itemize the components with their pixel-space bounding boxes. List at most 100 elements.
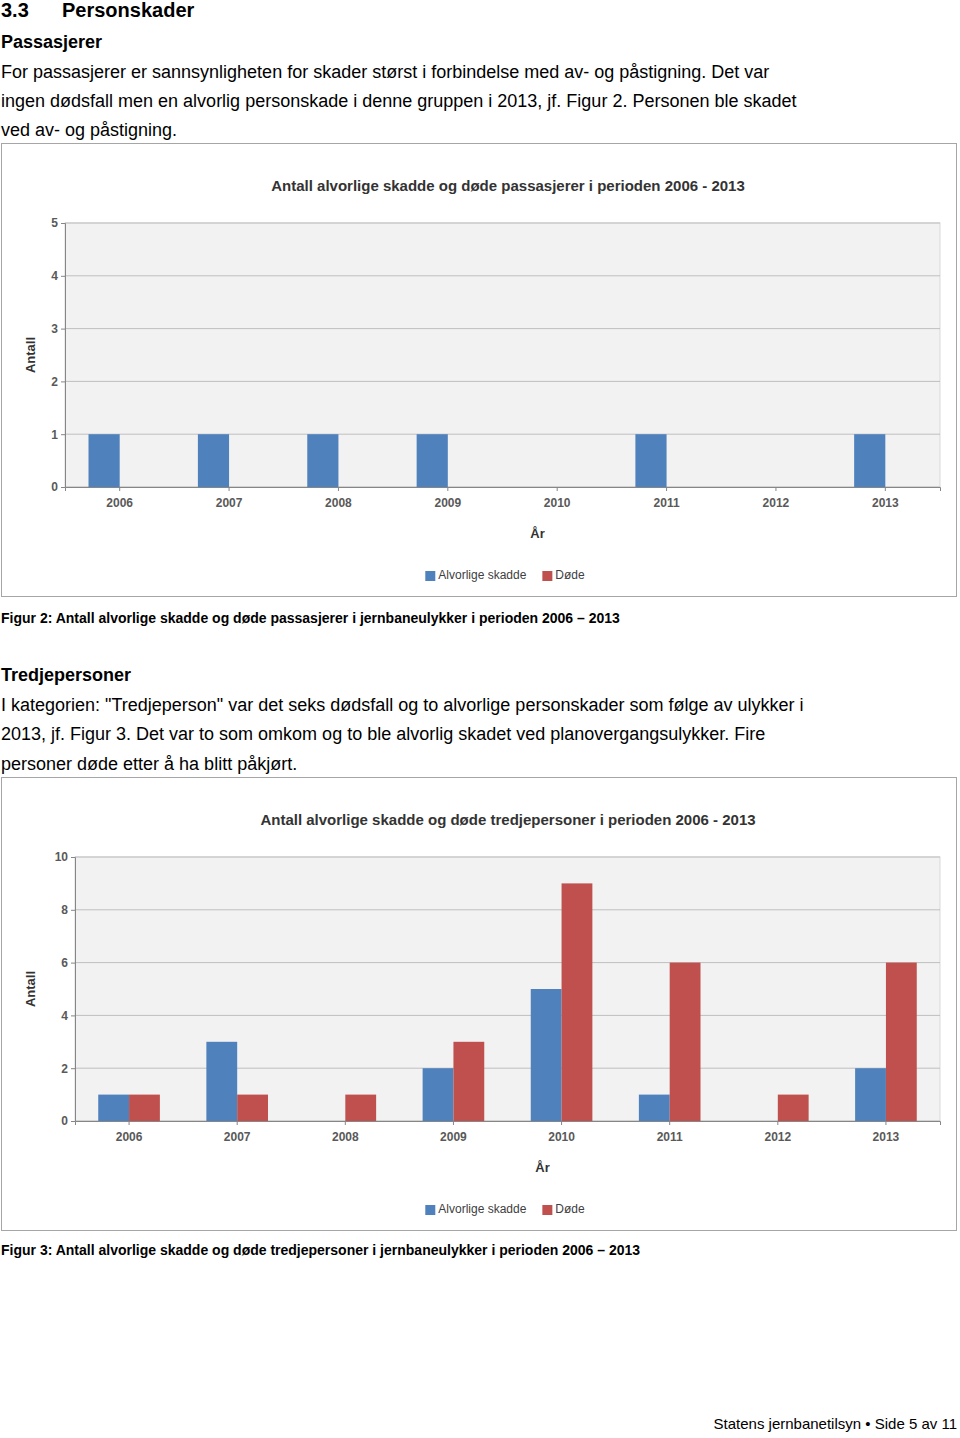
y-tick-label: 5 bbox=[51, 216, 58, 230]
x-tick-label: 2006 bbox=[106, 496, 133, 510]
y-tick: 1 bbox=[51, 428, 65, 442]
x-tick-label: 2007 bbox=[216, 496, 243, 510]
x-tick-mark bbox=[885, 1121, 886, 1125]
legend-item: Alvorlige skadde bbox=[425, 568, 526, 582]
y-tick: 5 bbox=[51, 216, 65, 230]
y-axis-title: Antall bbox=[23, 337, 38, 373]
x-tick-mark bbox=[338, 487, 339, 491]
grid-line bbox=[65, 434, 940, 435]
x-tick-mark bbox=[669, 1121, 670, 1125]
legend-label: Alvorlige skadde bbox=[438, 568, 526, 582]
x-tick: 2012 bbox=[763, 487, 790, 510]
bar bbox=[885, 487, 916, 488]
y-tick: 0 bbox=[51, 480, 65, 494]
bar bbox=[307, 434, 338, 487]
x-tick-mark bbox=[229, 487, 230, 491]
y-tick: 0 bbox=[61, 1114, 75, 1128]
x-axis-title: År bbox=[530, 526, 544, 541]
figure-caption: Figur 2: Antall alvorlige skadde og døde… bbox=[1, 610, 620, 626]
bar bbox=[855, 1068, 886, 1121]
section-title: Tredjepersoner bbox=[1, 665, 131, 685]
x-tick-label: 2009 bbox=[434, 496, 461, 510]
chart-frame bbox=[2, 144, 957, 597]
bars bbox=[98, 883, 917, 1121]
x-tick-label: 2013 bbox=[873, 1130, 900, 1144]
y-tick: 2 bbox=[61, 1062, 75, 1076]
y-tick: 6 bbox=[61, 956, 75, 970]
bar bbox=[338, 487, 369, 488]
x-tick: 2007 bbox=[216, 487, 243, 510]
paragraph-line: personer døde etter å ha blitt påkjørt. bbox=[1, 754, 297, 774]
x-tick-label: 2007 bbox=[224, 1130, 251, 1144]
x-tick: 2011 bbox=[654, 487, 680, 510]
grid-line bbox=[65, 328, 940, 329]
x-tick: 2010 bbox=[544, 487, 571, 510]
x-tick-mark bbox=[777, 1121, 778, 1125]
y-tick: 2 bbox=[51, 375, 65, 389]
x-tick-label: 2011 bbox=[657, 1130, 683, 1144]
bar bbox=[198, 434, 229, 487]
bar bbox=[120, 487, 151, 488]
y-axis-line bbox=[61, 224, 66, 488]
footer: Statens jernbanetilsyn • Side 5 av 11 bbox=[714, 1415, 957, 1432]
x-tick-mark bbox=[119, 487, 120, 491]
x-tick: 2009 bbox=[434, 487, 461, 510]
legend-item: Døde bbox=[542, 568, 585, 582]
x-tick-mark bbox=[453, 1121, 454, 1125]
x-tick: 2008 bbox=[332, 1121, 359, 1144]
x-tick-mark bbox=[345, 1121, 346, 1125]
bar bbox=[854, 434, 885, 487]
grid-line bbox=[65, 223, 940, 224]
y-tick-label: 0 bbox=[51, 480, 58, 494]
grid-line bbox=[75, 909, 940, 910]
bar bbox=[639, 1095, 670, 1121]
x-tick: 2013 bbox=[873, 1121, 900, 1144]
bar bbox=[886, 963, 917, 1121]
x-axis-line bbox=[66, 488, 941, 492]
plot-area bbox=[75, 857, 940, 1121]
plot-area bbox=[65, 223, 940, 487]
x-tick-label: 2008 bbox=[332, 1130, 359, 1144]
bar bbox=[635, 434, 666, 487]
y-tick-label: 1 bbox=[51, 428, 58, 442]
legend-swatch bbox=[542, 571, 552, 581]
grid-line bbox=[65, 275, 940, 276]
bar bbox=[747, 1121, 778, 1122]
x-axis-line bbox=[76, 1122, 941, 1126]
x-tick: 2008 bbox=[325, 487, 352, 510]
bar bbox=[745, 487, 776, 488]
legend-label: Døde bbox=[555, 1202, 585, 1216]
bar bbox=[453, 1042, 484, 1121]
y-tick-label: 2 bbox=[61, 1062, 68, 1076]
y-tick-label: 0 bbox=[61, 1114, 68, 1128]
bar bbox=[206, 1042, 237, 1121]
bar bbox=[129, 1095, 160, 1121]
y-tick-mark bbox=[71, 1015, 75, 1016]
bar bbox=[562, 883, 593, 1121]
x-tick: 2013 bbox=[872, 487, 899, 510]
x-tick-label: 2008 bbox=[325, 496, 352, 510]
bar bbox=[417, 434, 448, 487]
heading-title: Personskader bbox=[62, 0, 195, 21]
y-axis-line bbox=[71, 858, 76, 1122]
y-tick-mark bbox=[71, 963, 75, 964]
bar bbox=[89, 434, 120, 487]
y-tick-label: 8 bbox=[61, 903, 68, 917]
figure-caption: Figur 3: Antall alvorlige skadde og døde… bbox=[1, 1242, 640, 1258]
y-axis-title: Antall bbox=[23, 971, 38, 1007]
chart-title: Antall alvorlige skadde og døde passasje… bbox=[271, 177, 745, 194]
x-tick-label: 2013 bbox=[872, 496, 899, 510]
bars bbox=[89, 434, 886, 487]
y-tick-label: 2 bbox=[51, 375, 58, 389]
legend: Alvorlige skadde Døde bbox=[425, 568, 585, 582]
y-tick: 4 bbox=[61, 1009, 75, 1023]
chart: Antall alvorlige skadde og døde passasje… bbox=[2, 144, 957, 597]
x-tick-label: 2011 bbox=[654, 496, 680, 510]
y-tick-mark bbox=[61, 329, 65, 330]
bar bbox=[345, 1095, 376, 1121]
page: 3.3PersonskaderPassasjererFor passasjere… bbox=[0, 0, 960, 1438]
grid-line bbox=[65, 381, 940, 382]
y-tick-label: 4 bbox=[61, 1009, 68, 1023]
grid-line bbox=[75, 1068, 940, 1069]
y-tick-mark bbox=[71, 1121, 75, 1122]
